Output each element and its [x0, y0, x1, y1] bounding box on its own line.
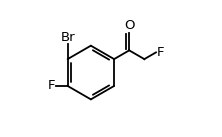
Text: Br: Br [60, 31, 75, 44]
Text: F: F [47, 79, 55, 92]
Text: F: F [157, 46, 164, 59]
Text: O: O [124, 19, 135, 32]
